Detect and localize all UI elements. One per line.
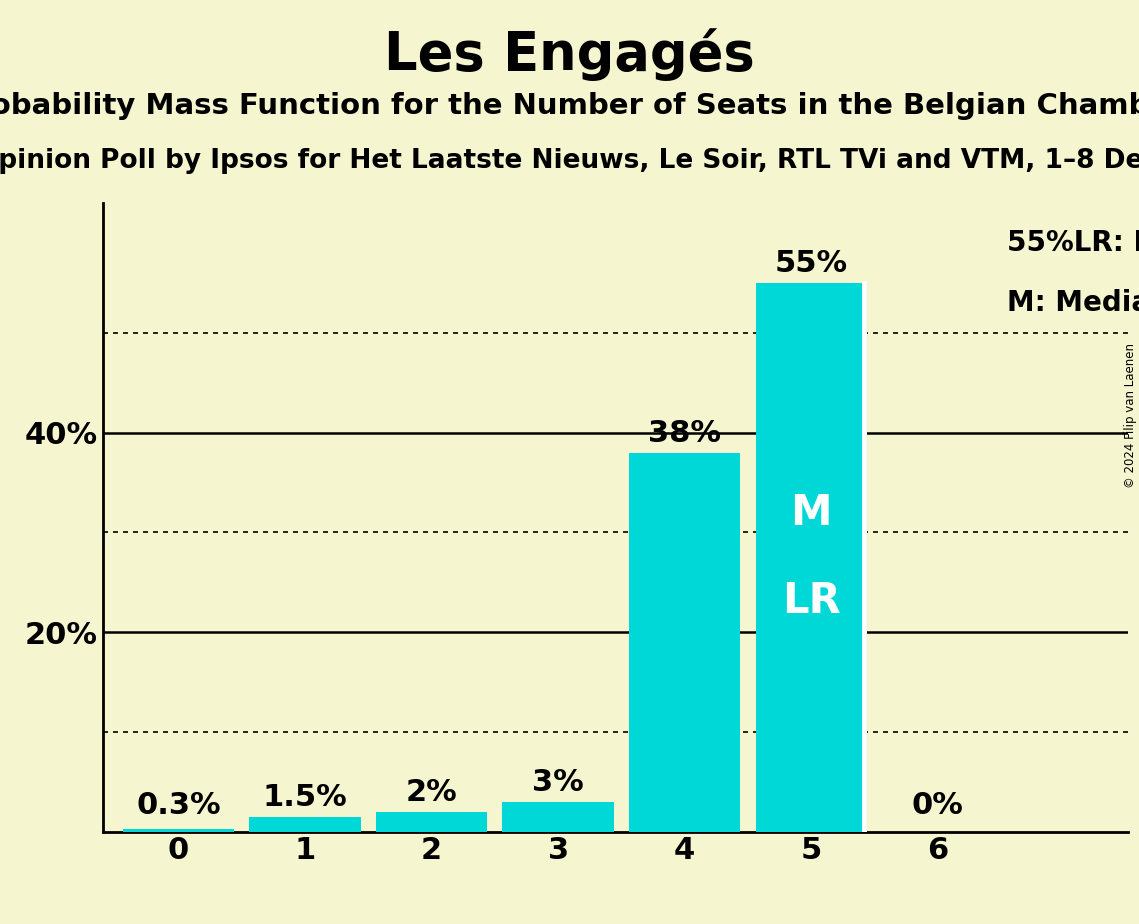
Bar bbox=[123, 829, 235, 832]
Text: 0%: 0% bbox=[912, 791, 964, 820]
Text: 0.3%: 0.3% bbox=[137, 791, 221, 820]
Bar bbox=[376, 811, 487, 832]
Text: 2%: 2% bbox=[405, 778, 458, 807]
Bar bbox=[755, 283, 867, 832]
Bar bbox=[249, 817, 361, 832]
Text: M: M bbox=[790, 492, 831, 534]
Text: on an Opinion Poll by Ipsos for Het Laatste Nieuws, Le Soir, RTL TVi and VTM, 1–: on an Opinion Poll by Ipsos for Het Laat… bbox=[0, 148, 1139, 174]
Text: 55%LR: Last Result: 55%LR: Last Result bbox=[1007, 229, 1139, 257]
Text: © 2024 Filip van Laenen: © 2024 Filip van Laenen bbox=[1124, 344, 1137, 488]
Text: 3%: 3% bbox=[532, 768, 584, 796]
Text: 55%: 55% bbox=[775, 249, 847, 278]
Text: 1.5%: 1.5% bbox=[263, 783, 347, 811]
Text: Probability Mass Function for the Number of Seats in the Belgian Chamber: Probability Mass Function for the Number… bbox=[0, 92, 1139, 120]
Bar bbox=[502, 802, 614, 832]
Text: M: Median: M: Median bbox=[1007, 289, 1139, 317]
Text: 38%: 38% bbox=[648, 419, 721, 447]
Bar bbox=[629, 453, 740, 832]
Text: LR: LR bbox=[781, 580, 841, 622]
Text: Les Engagés: Les Engagés bbox=[384, 28, 755, 80]
